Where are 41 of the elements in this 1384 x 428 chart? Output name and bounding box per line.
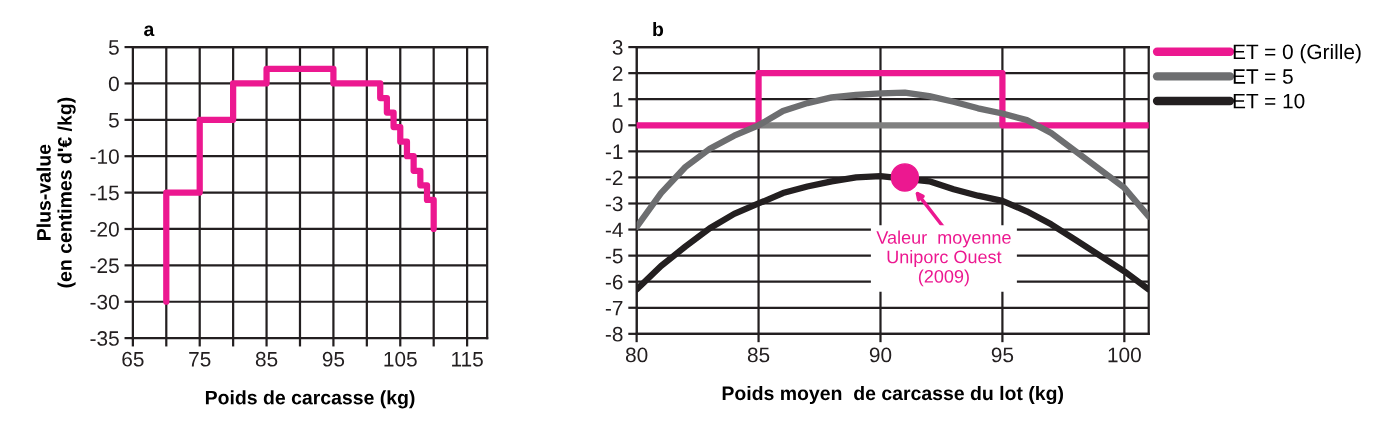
y-tick-label: -5 <box>605 248 623 264</box>
x-tick-label: 115 <box>452 352 483 367</box>
y-tick-label: -10 <box>90 149 119 164</box>
annotation: Valeur moyenne Uniporc Ouest (2009) <box>876 230 1011 287</box>
y-tick-label: -30 <box>90 294 119 310</box>
y-tick-label: -20 <box>90 221 119 237</box>
y-tick-label: -6 <box>605 274 623 290</box>
x-axis-title: Poids moyen de carcasse du lot (kg) <box>722 385 1063 405</box>
legend-label: ET = 10 <box>1233 93 1305 109</box>
y-tick-label: -4 <box>605 222 623 238</box>
y-tick-label: -7 <box>605 300 623 316</box>
y-tick-label: -25 <box>90 258 119 274</box>
x-tick-label: 85 <box>747 347 770 363</box>
x-tick-label: 80 <box>625 347 648 363</box>
y-tick-label: 2 <box>612 66 623 81</box>
y-tick-label: -35 <box>90 331 119 346</box>
legend-label: ET = 5 <box>1233 69 1293 84</box>
chart-title: b <box>653 21 664 37</box>
x-tick-label: 100 <box>1108 347 1141 363</box>
chart-title: a <box>144 25 155 37</box>
y-tick-label: -2 <box>605 170 623 185</box>
y-tick-label: -1 <box>605 144 623 159</box>
y-tick-label: -8 <box>605 326 623 342</box>
x-tick-label: 95 <box>991 347 1014 363</box>
x-axis-title: Poids de carcasse (kg) <box>205 390 415 409</box>
y-tick-label: 5 <box>108 40 119 55</box>
y-axis-title: Plus-value (en centimes d'€ /kg) <box>36 97 76 288</box>
y-tick-label: 5 <box>108 113 119 128</box>
x-tick-label: 90 <box>869 347 892 363</box>
x-tick-label: 95 <box>322 351 345 367</box>
y-tick-label: -15 <box>90 185 119 201</box>
y-tick-label: 0 <box>108 76 119 92</box>
y-tick-label: 1 <box>613 92 623 107</box>
x-tick-label: 75 <box>189 352 211 367</box>
y-tick-label: 3 <box>612 40 623 55</box>
x-tick-label: 85 <box>255 351 278 367</box>
x-tick-label: 105 <box>384 351 417 367</box>
y-tick-label: -3 <box>605 196 623 212</box>
legend-label: ET = 0 (Grille) <box>1233 43 1361 64</box>
y-tick-label: 0 <box>612 118 623 134</box>
x-tick-label: 65 <box>122 351 144 367</box>
